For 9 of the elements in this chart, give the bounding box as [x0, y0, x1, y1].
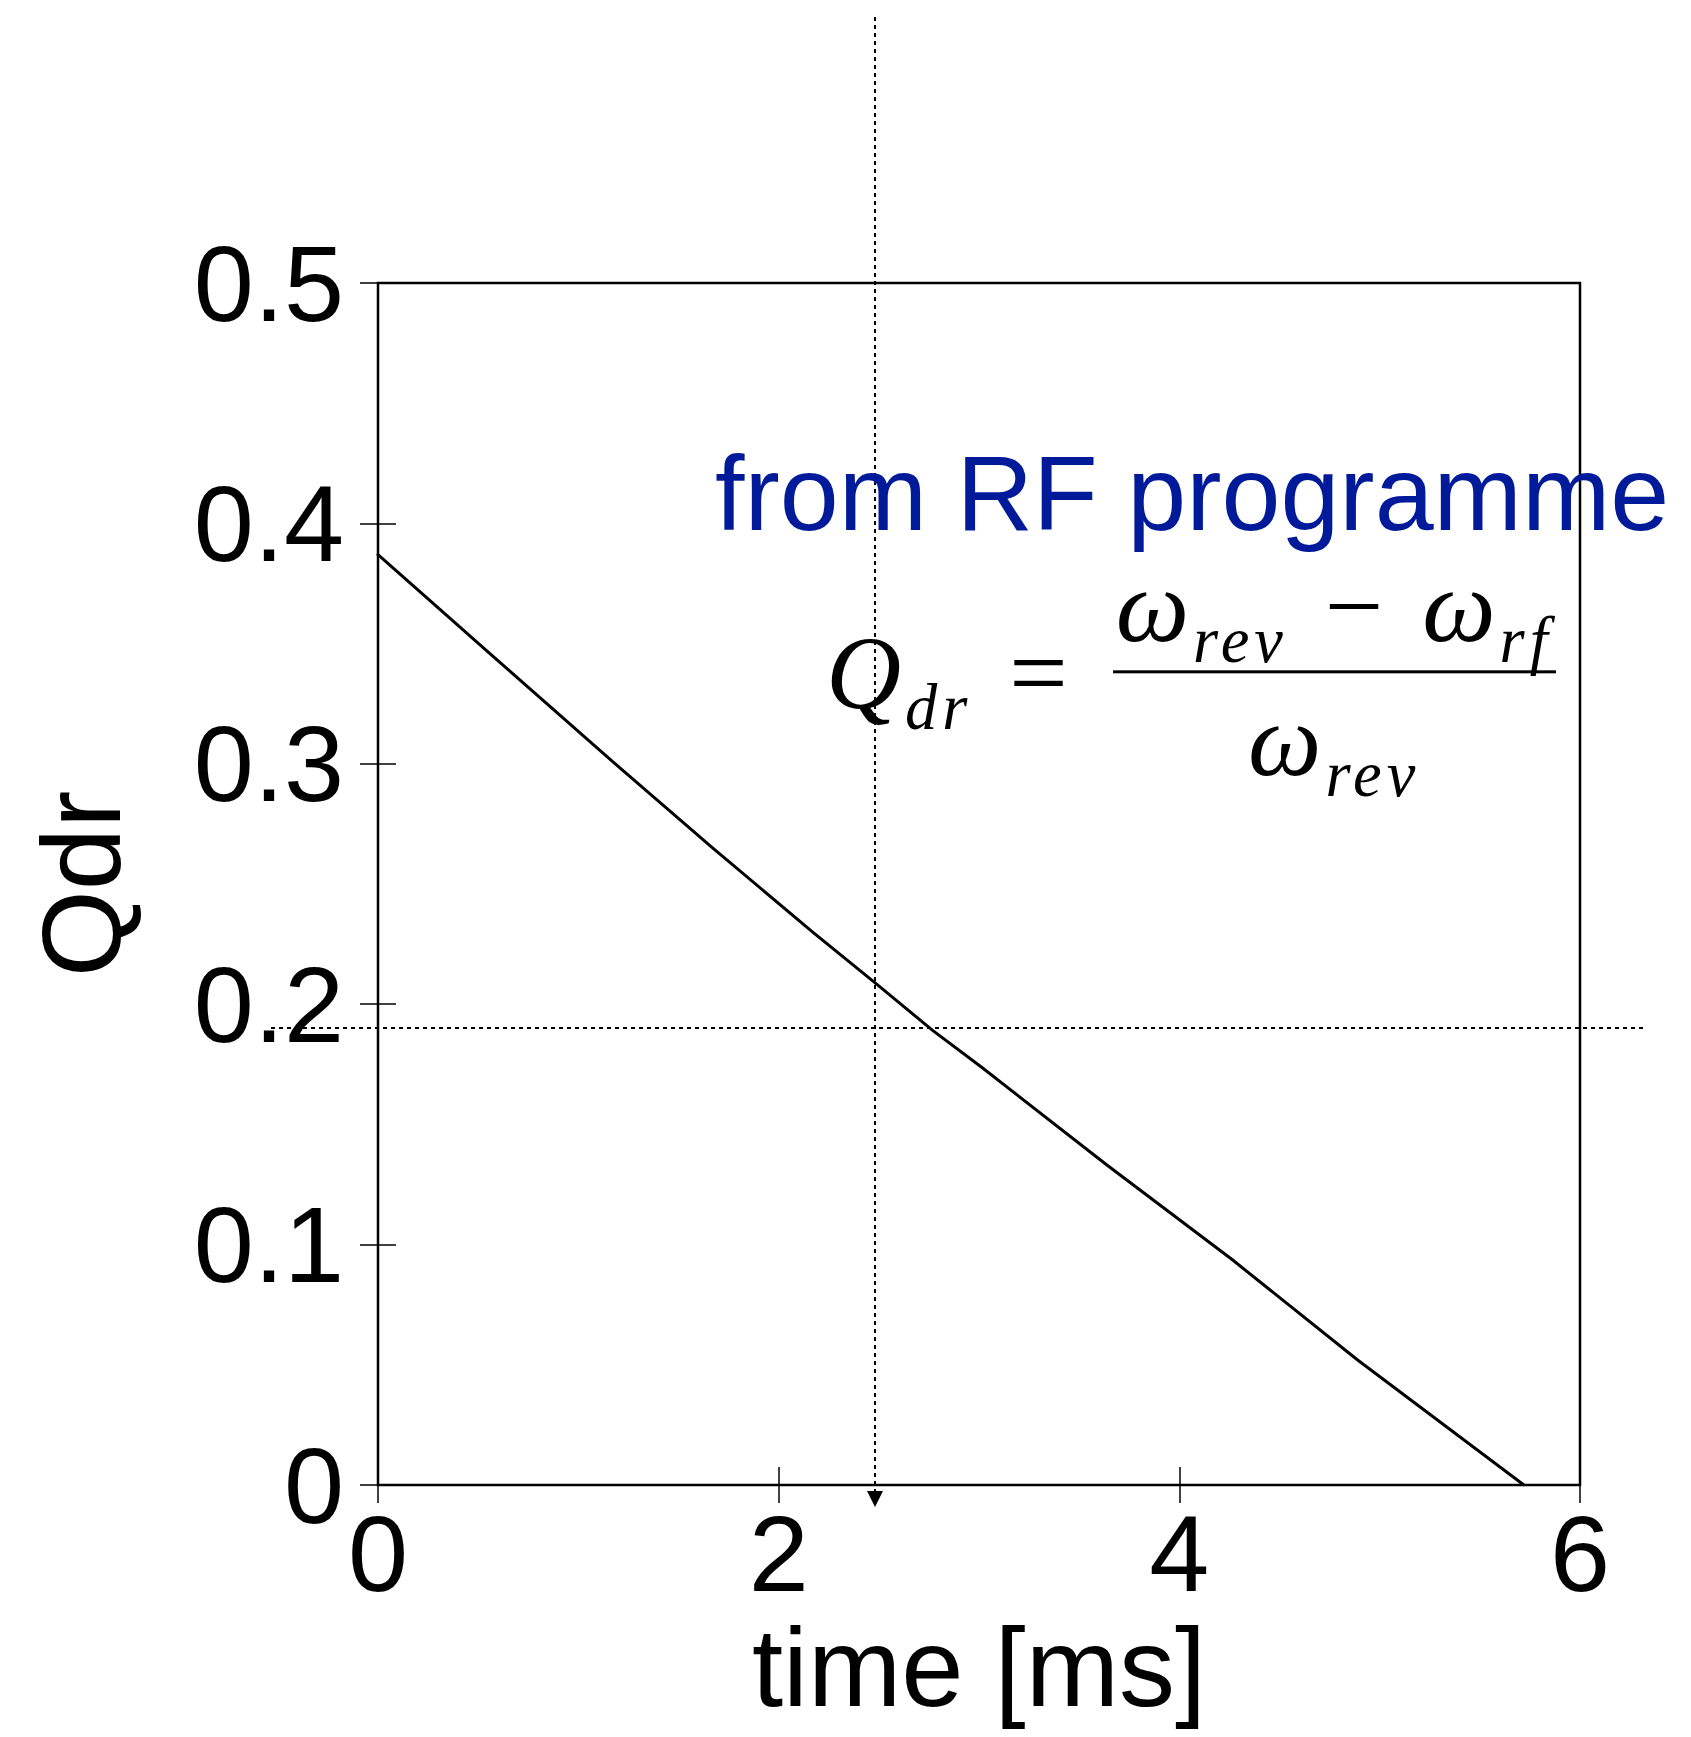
y-tick-label: 0.4 [193, 462, 344, 584]
y-axis-title: Qdr [18, 790, 144, 978]
x-tick-label: 6 [1549, 1492, 1611, 1614]
y-tick-label: 0.3 [193, 703, 344, 825]
y-tick-label: 0.5 [193, 222, 344, 344]
annotation: Q$_{dr}$ = [826, 615, 1077, 744]
annotation: ω$_{rev}$ [1247, 682, 1421, 811]
y-tick-label: 0.2 [193, 943, 344, 1065]
y-tick-label: 0.1 [193, 1184, 344, 1306]
